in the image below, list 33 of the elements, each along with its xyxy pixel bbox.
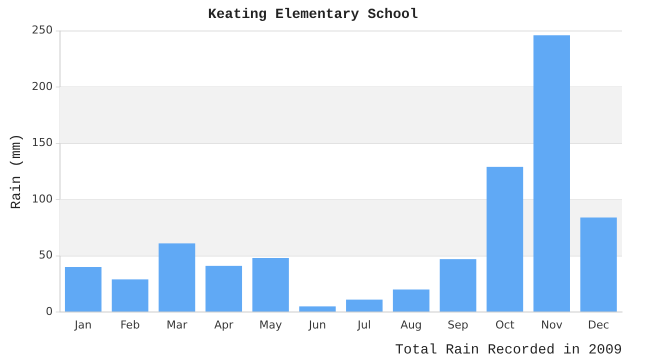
- bar: [252, 258, 289, 312]
- bar: [299, 306, 336, 312]
- bar: [112, 279, 148, 312]
- bar: [346, 300, 383, 312]
- bar: [440, 259, 476, 312]
- bar: [206, 266, 242, 312]
- bar: [64, 267, 102, 312]
- x-tick-label: Nov: [540, 318, 563, 332]
- bar: [392, 290, 430, 312]
- x-tick-label: Sep: [448, 318, 468, 332]
- chart-title: Keating Elementary School: [208, 6, 418, 23]
- x-tick-label: Oct: [495, 318, 516, 332]
- x-tick-label: Feb: [120, 318, 140, 332]
- y-tick-label: 250: [32, 24, 53, 37]
- bar: [486, 166, 524, 312]
- x-tick-label: Jun: [308, 318, 326, 332]
- x-tick-label: May: [259, 318, 282, 332]
- y-tick-label: 150: [32, 136, 53, 150]
- y-tick-label: 50: [38, 248, 53, 262]
- y-tick-label: 0: [46, 304, 53, 318]
- y-tick-label: 100: [32, 192, 53, 206]
- y-tick-label: 200: [32, 80, 53, 93]
- x-tick-label: Dec: [588, 318, 610, 332]
- x-tick-label: Mar: [166, 318, 188, 332]
- x-tick-label: Jan: [74, 318, 92, 332]
- x-tick-label: Jul: [356, 318, 371, 332]
- x-axis-title: Total Rain Recorded in 2009: [395, 342, 622, 358]
- y-axis-title: Rain (mm): [9, 134, 26, 210]
- bar: [533, 35, 570, 312]
- x-tick-label: Apr: [214, 318, 234, 332]
- x-tick-label: Aug: [400, 318, 422, 332]
- bar: [580, 218, 617, 312]
- bar: [158, 243, 196, 312]
